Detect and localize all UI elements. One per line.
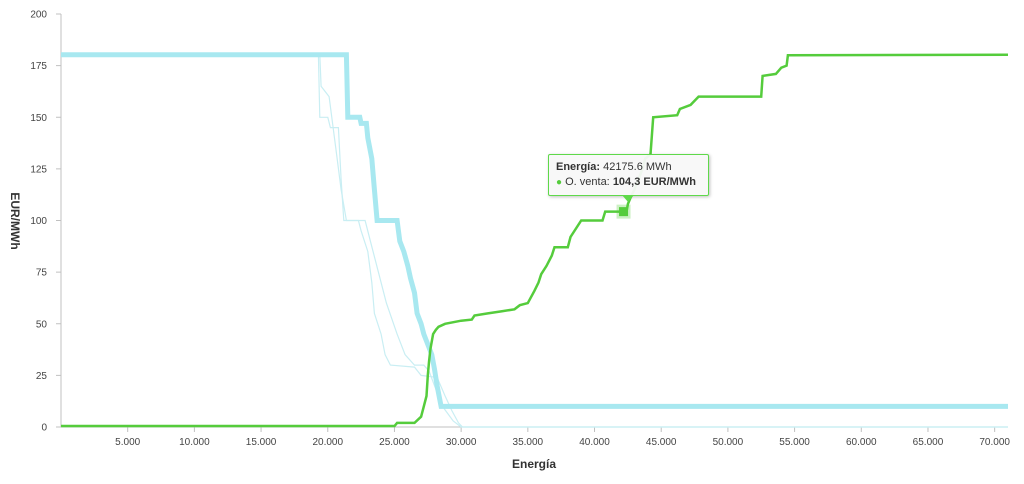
y-tick-label: 125 xyxy=(30,164,47,175)
x-tick-label: 40.000 xyxy=(579,437,610,448)
chart-axes: 5.000 10.000 15.000 20.000 25.000 30.000 35.00… xyxy=(30,10,1010,449)
series-line-1[interactable] xyxy=(61,54,1008,428)
x-tick-label: 25.000 xyxy=(379,437,410,448)
x-tick-label: 45.000 xyxy=(646,437,677,448)
y-tick-label: 100 xyxy=(30,216,47,227)
x-tick-label: 30.000 xyxy=(446,437,477,448)
y-tick-label: 25 xyxy=(36,371,48,382)
y-tick-label: 150 xyxy=(30,113,47,124)
y-tick-label: 0 xyxy=(41,423,47,434)
x-tick-label: 60.000 xyxy=(846,437,877,448)
series-line-2[interactable] xyxy=(61,54,1008,428)
y-tick-label: 50 xyxy=(36,319,48,330)
tooltip-energy-label: Energía: xyxy=(556,161,601,173)
tooltip-energy-value: 42175.6 MWh xyxy=(603,161,672,173)
tooltip-series-value: 104,3 EUR/MWh xyxy=(612,176,696,188)
marker-layer xyxy=(616,204,631,219)
tooltip-series-row: ● O. venta: 104,3 EUR/MWh xyxy=(556,175,701,190)
y-axis-title: EUR/MWh xyxy=(8,192,22,249)
y-tick-label: 200 xyxy=(30,10,47,21)
x-tick-label: 20.000 xyxy=(312,437,343,448)
highlight-point[interactable] xyxy=(619,207,629,217)
y-tick-label: 175 xyxy=(30,61,47,72)
x-tick-label: 35.000 xyxy=(513,437,544,448)
series-line-3[interactable] xyxy=(61,52,1008,409)
x-axis-title: Energía xyxy=(512,457,556,471)
x-tick-label: 15.000 xyxy=(246,437,277,448)
x-tick-label: 70.000 xyxy=(979,437,1010,448)
x-tick-label: 65.000 xyxy=(913,437,944,448)
series-layer xyxy=(61,52,1009,428)
data-tooltip: Energía: 42175.6 MWh ● O. venta: 104,3 E… xyxy=(548,154,709,196)
tooltip-series-label: O. venta: xyxy=(565,176,610,188)
tooltip-pointer xyxy=(622,195,634,202)
series-line-4[interactable] xyxy=(61,53,1009,428)
tooltip-energy-row: Energía: 42175.6 MWh xyxy=(556,160,701,175)
x-tick-label: 10.000 xyxy=(179,437,210,448)
series-dot-icon: ● xyxy=(556,177,563,188)
y-tick-label: 75 xyxy=(36,268,48,279)
x-tick-label: 50.000 xyxy=(713,437,744,448)
x-tick-label: 5.000 xyxy=(115,437,140,448)
x-tick-label: 55.000 xyxy=(779,437,810,448)
